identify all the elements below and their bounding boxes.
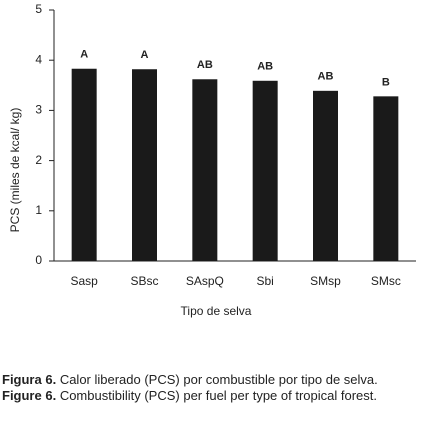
bar [313, 90, 338, 262]
y-tick-label: 0 [35, 253, 42, 267]
annotation: AB [318, 71, 334, 83]
caption-en: Figure 6. Combustibility (PCS) per fuel … [2, 388, 434, 404]
caption: Figura 6. Calor liberado (PCS) por combu… [2, 372, 434, 404]
x-tick-label: SMsc [371, 274, 401, 288]
x-tick-label: Sasp [70, 274, 98, 288]
x-tick-label: Sbi [256, 274, 273, 288]
chart: Tipo de selva PCS (miles de kcal/ kg) 0 1… [8, 2, 416, 318]
x-tick-label: SAspQ [186, 274, 224, 288]
y-axis-label: PCS (miles de kcal/ kg) [8, 108, 22, 233]
x-axis-label: Tipo de selva [181, 304, 252, 318]
y-tick-label: 5 [35, 2, 42, 16]
x-tick-label: SMsp [310, 274, 341, 288]
bar [252, 80, 278, 261]
y-tick-label: 3 [35, 103, 42, 117]
y-tick-label: 2 [35, 153, 42, 167]
y-tick-label: 1 [35, 203, 42, 217]
annotation: A [80, 49, 88, 61]
y-tick-label: 4 [35, 52, 42, 66]
caption-es: Figura 6. Calor liberado (PCS) por combu… [2, 372, 434, 388]
bar [373, 96, 399, 262]
annotation: B [382, 76, 390, 88]
caption-label: Figura 6. [2, 372, 57, 387]
caption-text: Combustibility (PCS) per fuel per type o… [59, 388, 377, 403]
annotation: A [141, 49, 149, 61]
x-tick-label: SBsc [130, 274, 158, 288]
bar [132, 69, 157, 262]
caption-label: Figure 6. [2, 388, 57, 403]
bar [192, 79, 218, 261]
bar [71, 68, 97, 261]
annotation: AB [257, 61, 273, 73]
caption-text: Calor liberado (PCS) por combustible por… [59, 372, 378, 387]
annotation: AB [197, 59, 213, 71]
